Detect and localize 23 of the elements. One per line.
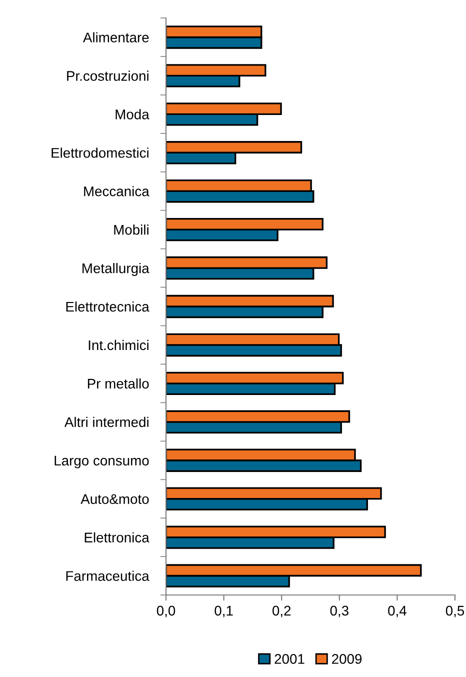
y-tick-label: Int.chimici (88, 340, 148, 350)
y-tick-label: Farmaceutica (66, 570, 150, 581)
y-tick-label: Auto&moto (80, 494, 149, 504)
x-tick-label: 0,0 (156, 606, 176, 618)
y-tick-label: Pr.costruzioni (67, 70, 148, 81)
y-tick-label: Altri intermedi (64, 416, 148, 428)
legend-label: 2009 (332, 654, 362, 664)
y-tick-label: Metallurgia (82, 263, 150, 276)
y-tick-label: Meccanica (84, 186, 150, 196)
x-tick-label: 0,3 (330, 606, 348, 618)
y-tick-label: Elettronica (84, 532, 150, 542)
y-tick-label: Pr metallo (88, 378, 149, 389)
x-tick-label: 0,4 (388, 606, 406, 618)
y-tick-label: Largo consumo (54, 456, 149, 468)
y-tick-label: Alimentare (82, 32, 149, 42)
x-tick-label: 0,2 (272, 606, 291, 618)
y-tick-label: Elettrotecnica (66, 301, 150, 312)
legend-label: 2001 (274, 654, 304, 664)
y-tick-label: Elettrodomestici (52, 148, 148, 158)
x-tick-label: 0,5 (446, 606, 464, 618)
y-tick-label: Mobili (114, 224, 148, 235)
y-tick-label: Moda (116, 109, 150, 120)
x-tick-label: 0,1 (214, 606, 233, 618)
